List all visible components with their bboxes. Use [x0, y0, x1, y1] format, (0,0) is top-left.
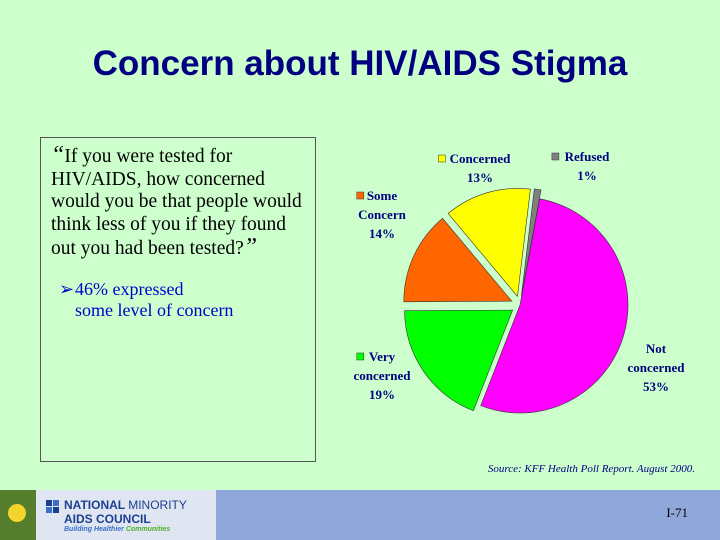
pie-slice-concerned — [447, 188, 531, 298]
label-text-not-concerned: concerned — [627, 360, 685, 375]
question-text: If you were tested for HIV/AIDS, how con… — [51, 146, 302, 259]
label-not-concerned: Not concerned 53% — [627, 341, 685, 394]
legend-swatch-very-concerned — [356, 352, 365, 361]
survey-question: “If you were tested for HIV/AIDS, how co… — [51, 142, 305, 261]
flower-photo — [0, 490, 36, 540]
label-pct-very-concerned: 19% — [369, 387, 395, 402]
label-text-very-concerned: concerned — [353, 368, 411, 383]
label-text-not-concerned: Not — [646, 341, 667, 356]
logo-line-1: NATIONAL MINORITY — [64, 498, 187, 512]
logo-line-2: AIDS COUNCIL — [64, 512, 151, 526]
nmac-logo: NATIONAL MINORITY AIDS COUNCIL Building … — [36, 490, 216, 540]
label-text-some-concern: Some — [367, 188, 398, 203]
label-very-concerned: Very concerned 19% — [353, 349, 411, 402]
label-refused: Refused 1% — [551, 149, 611, 183]
slide-title: Concern about HIV/AIDS Stigma — [92, 44, 628, 83]
page-number: I-71 — [666, 505, 688, 520]
pie-slice-not-concerned — [480, 198, 629, 414]
bullet-line-2: some level of concern — [75, 299, 234, 320]
pie-slice-some-concern — [403, 217, 513, 303]
logo-tagline: Building Healthier Communities — [64, 526, 171, 533]
close-quote-mark: ” — [243, 234, 258, 260]
open-quote-mark: “ — [51, 142, 65, 168]
label-text-some-concern: Concern — [358, 207, 406, 222]
question-box: “If you were tested for HIV/AIDS, how co… — [40, 137, 316, 462]
legend-swatch-some-concern — [356, 191, 365, 200]
label-concerned: Concerned 13% — [438, 151, 511, 185]
summary-bullet: ➢ 46% expressed some level of concern — [59, 278, 305, 321]
label-some-concern: Some Concern 14% — [356, 188, 407, 241]
footer-bar: NATIONAL MINORITY AIDS COUNCIL Building … — [0, 490, 720, 540]
label-pct-some-concern: 14% — [369, 226, 395, 241]
label-text-concerned: Concerned — [450, 151, 511, 166]
label-pct-refused: 1% — [577, 168, 597, 183]
pie-slice-refused — [521, 188, 542, 297]
bullet-line-1: 46% expressed — [75, 278, 184, 299]
source-note: Source: KFF Health Poll Report. August 2… — [487, 463, 695, 475]
label-text-refused: Refused — [565, 149, 611, 164]
arrow-bullet-icon: ➢ — [59, 278, 75, 299]
label-pct-concerned: 13% — [467, 170, 493, 185]
label-pct-not-concerned: 53% — [643, 379, 669, 394]
pie-chart: Not concerned 53% Very concerned 19% Some Conce… — [353, 149, 685, 414]
dandelion-icon — [8, 504, 26, 522]
label-text-very-concerned: Very — [369, 349, 396, 364]
legend-swatch-concerned — [438, 154, 446, 163]
legend-swatch-refused — [551, 152, 560, 161]
pie-slice-very-concerned — [404, 309, 514, 412]
logo-squares-icon — [46, 500, 60, 514]
